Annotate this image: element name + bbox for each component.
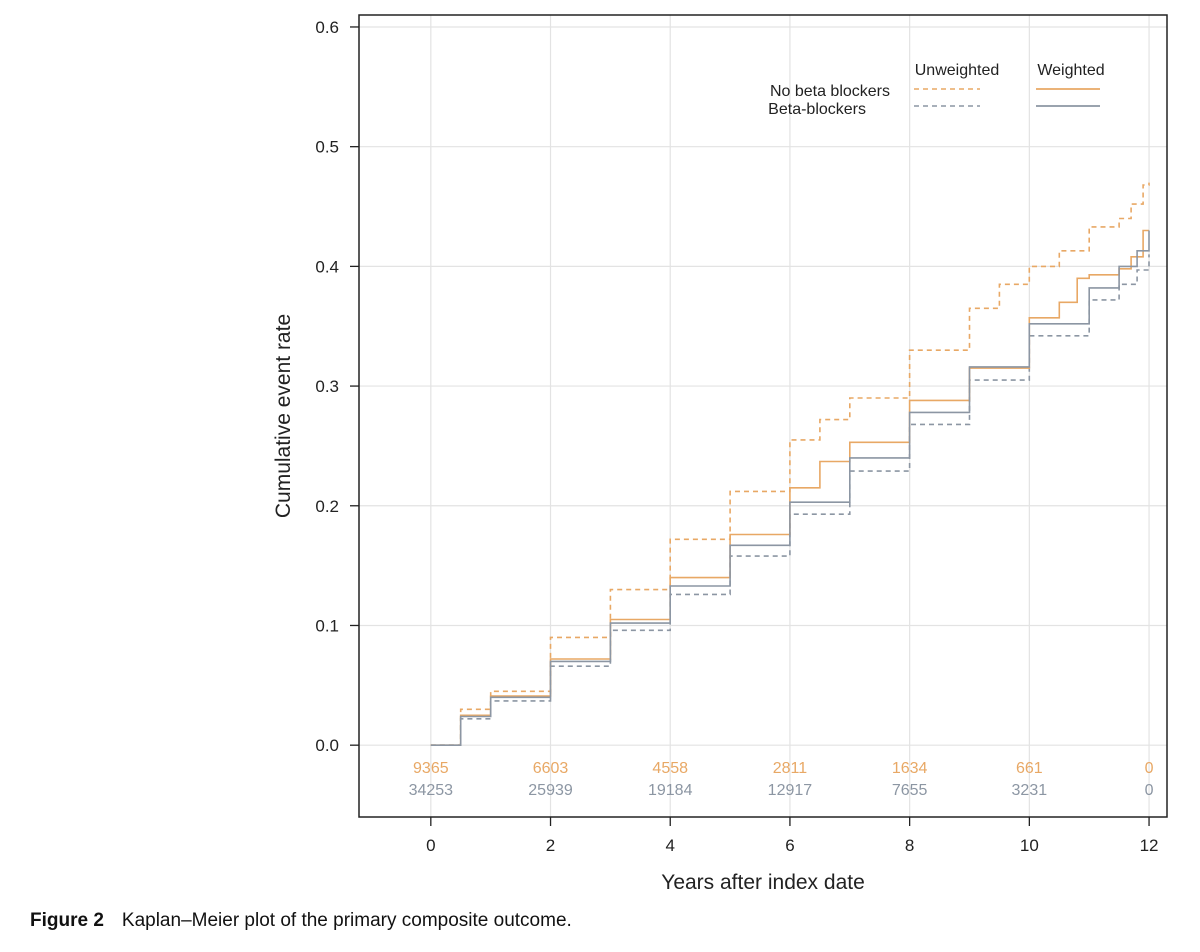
y-tick-label: 0.5 (315, 138, 339, 157)
y-tick-label: 0.6 (315, 18, 339, 37)
figure-caption: Figure 2 Kaplan–Meier plot of the primary… (30, 910, 572, 932)
x-tick-label: 4 (665, 836, 674, 855)
at-risk-value: 25939 (528, 782, 573, 799)
series-line-dashed-no-beta-blockers (430, 182, 1150, 746)
y-tick-label: 0.1 (315, 616, 339, 635)
legend: Unweighted Weighted No beta blockersBeta-b… (768, 62, 1104, 118)
series-lines (430, 182, 1150, 746)
series-line-solid-no-beta-blockers (430, 229, 1149, 746)
at-risk-value: 661 (1016, 760, 1043, 777)
x-tick-label: 8 (905, 836, 914, 855)
at-risk-table: 9365 6603 4558 2811 1634 661 0 34253 25939 19184 1… (409, 760, 1154, 799)
series-line-dashed-beta-blockers (430, 254, 1150, 746)
y-tick-label: 0.4 (315, 257, 339, 276)
at-risk-value: 6603 (533, 760, 569, 777)
axis-ticks: 0 2 4 6 8 10 12 0.0 0.1 0.2 0.3 0.4 0.5 0.6 (315, 18, 1158, 855)
y-tick-label: 0.3 (315, 377, 339, 396)
legend-label-no-beta-blockers: No beta blockers (770, 83, 890, 100)
x-tick-label: 2 (546, 836, 555, 855)
x-tick-label: 0 (426, 836, 435, 855)
at-risk-value: 2811 (773, 760, 808, 777)
at-risk-value: 0 (1145, 782, 1154, 799)
figure-caption-text: Kaplan–Meier plot of the primary composi… (121, 910, 572, 931)
at-risk-value: 3231 (1012, 782, 1048, 799)
gridlines (359, 15, 1167, 817)
legend-header-weighted: Weighted (1037, 62, 1104, 79)
at-risk-value: 34253 (409, 782, 454, 799)
at-risk-value: 9365 (413, 760, 449, 777)
legend-label-beta-blockers: Beta-blockers (768, 101, 866, 118)
plot-frame (358, 14, 1168, 818)
legend-header-unweighted: Unweighted (915, 62, 1000, 79)
y-axis-title: Cumulative event rate (272, 314, 295, 518)
at-risk-value: 19184 (648, 782, 693, 799)
at-risk-value: 4558 (652, 760, 688, 777)
kaplan-meier-chart: 9365 6603 4558 2811 1634 661 0 34253 25939 19184 1… (272, 14, 1168, 894)
y-tick-label: 0.0 (315, 736, 339, 755)
x-tick-label: 12 (1140, 836, 1159, 855)
x-tick-label: 6 (785, 836, 794, 855)
figure-label: Figure 2 (30, 910, 104, 931)
series-line-solid-beta-blockers (430, 230, 1150, 746)
x-axis-title: Years after index date (661, 871, 865, 894)
at-risk-value: 0 (1145, 760, 1154, 777)
x-tick-label: 10 (1020, 836, 1039, 855)
at-risk-value: 7655 (892, 782, 928, 799)
at-risk-value: 12917 (768, 782, 813, 799)
at-risk-value: 1634 (892, 760, 928, 777)
y-tick-label: 0.2 (315, 497, 339, 516)
